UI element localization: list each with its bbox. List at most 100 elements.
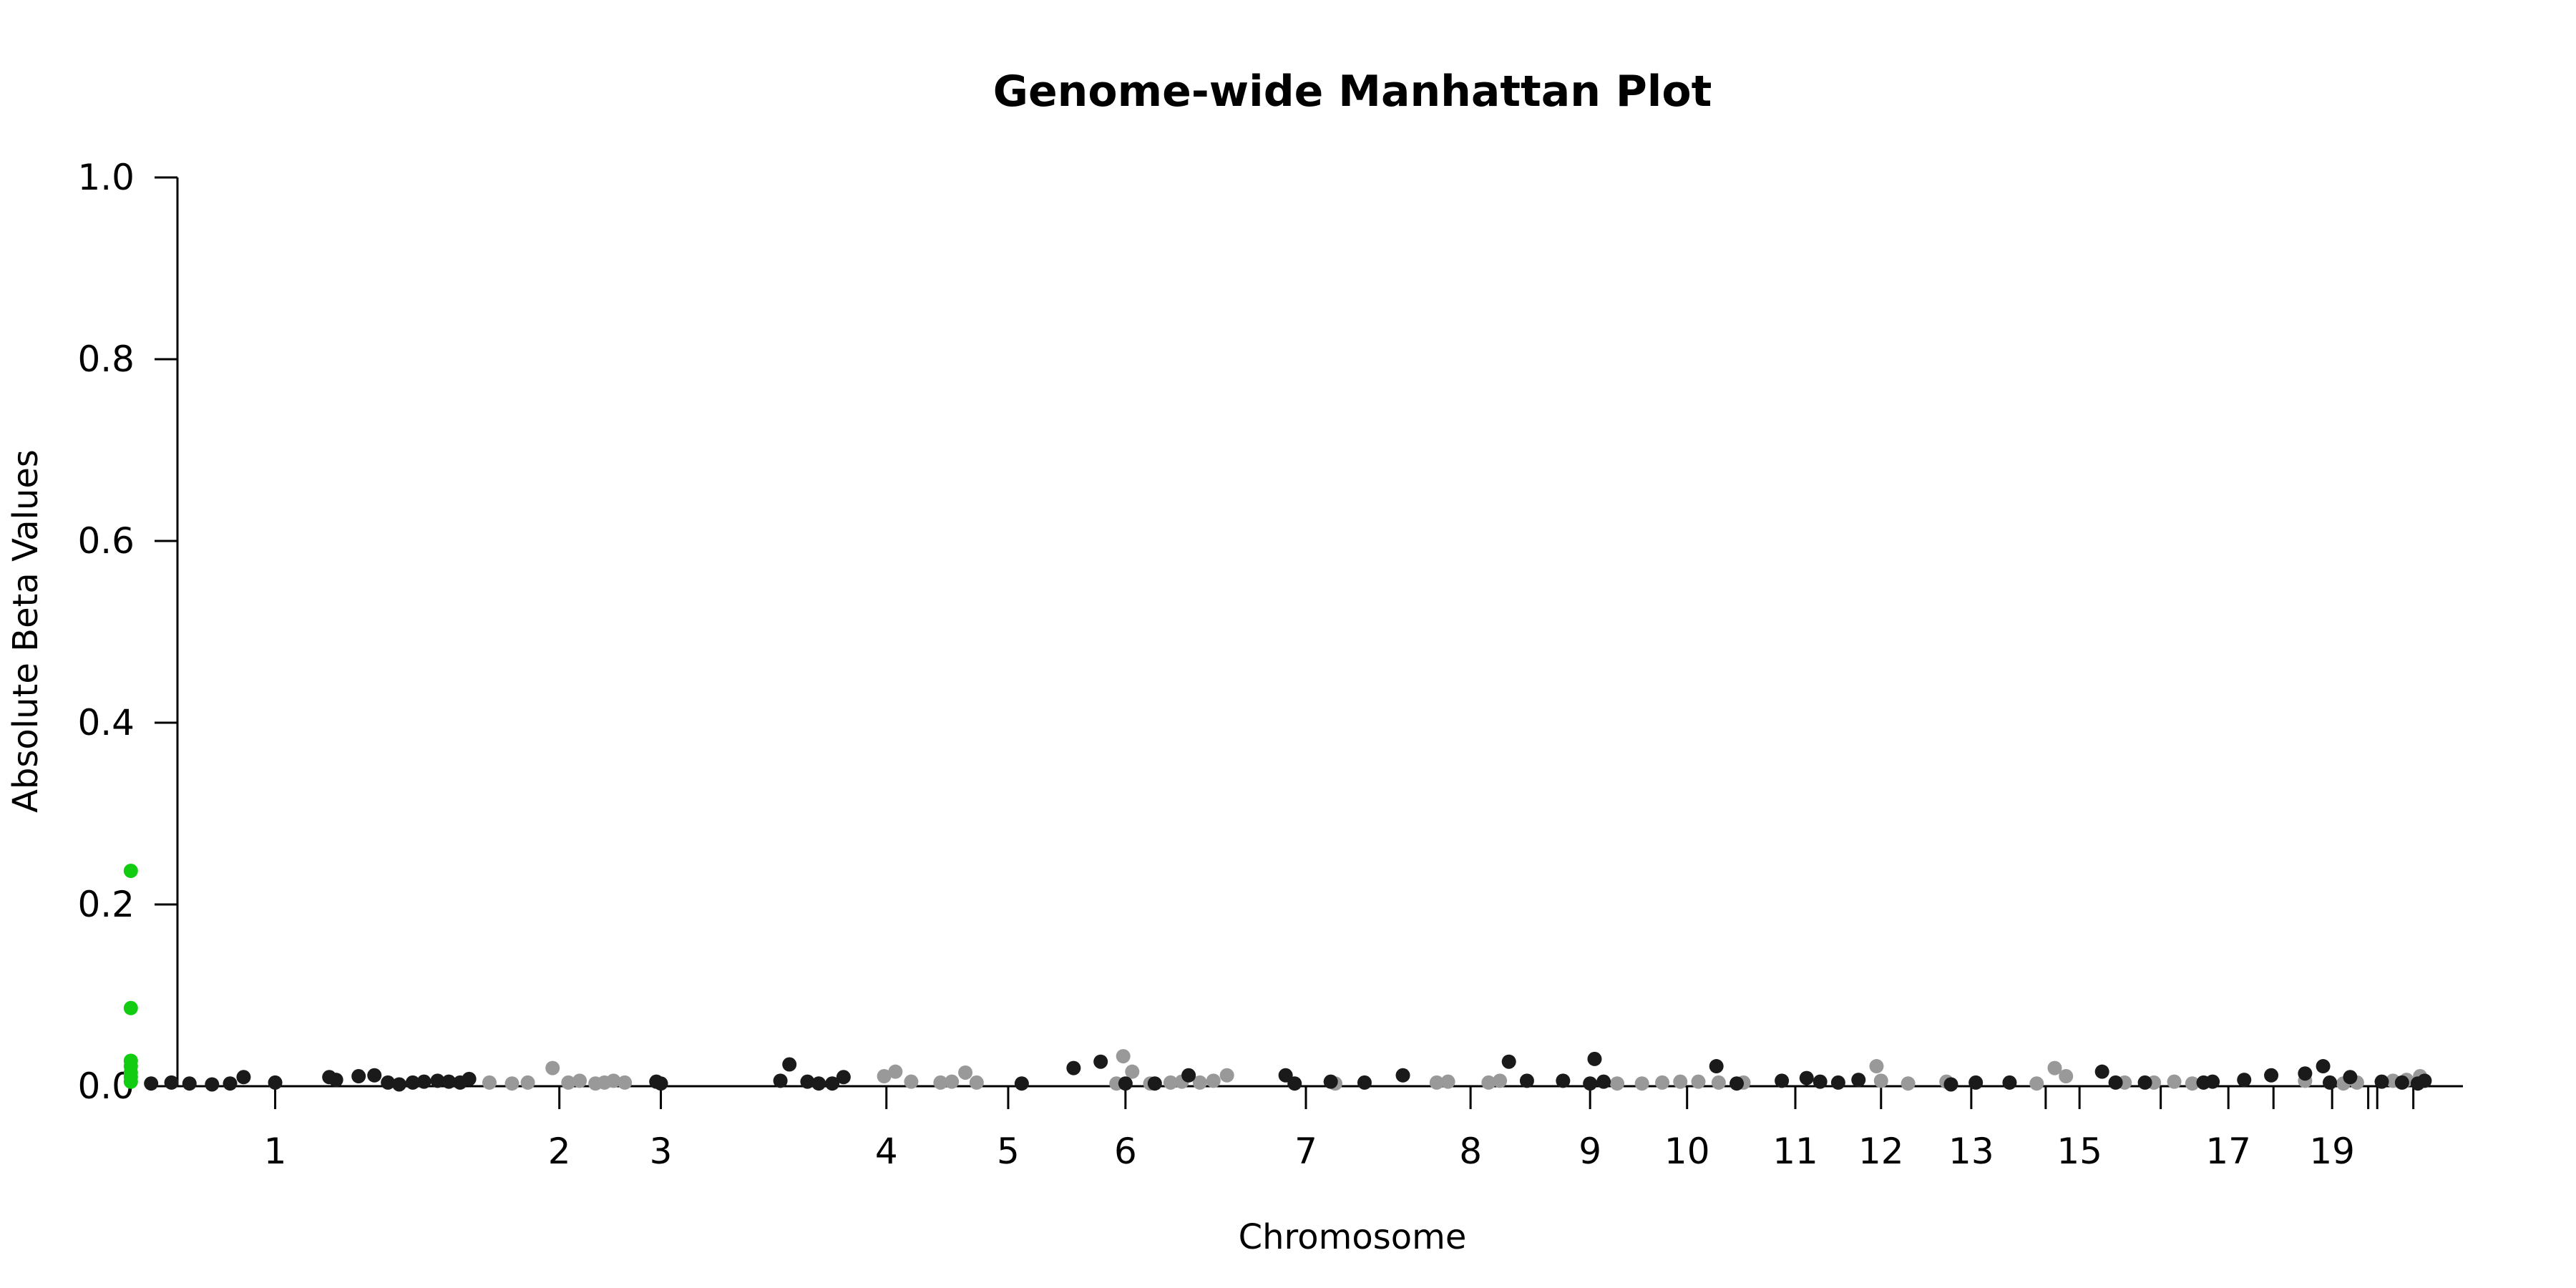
data-point	[1481, 1075, 1496, 1090]
chart-title: Genome-wide Manhattan Plot	[993, 67, 1712, 117]
data-point	[1287, 1076, 1302, 1091]
data-point	[1729, 1076, 1745, 1091]
data-point	[2205, 1074, 2220, 1089]
data-point	[561, 1075, 576, 1090]
data-point	[2029, 1076, 2044, 1091]
data-point	[2394, 1075, 2409, 1090]
data-point	[1066, 1060, 1081, 1075]
data-point	[1655, 1075, 1670, 1090]
data-point	[441, 1074, 457, 1089]
data-point	[958, 1065, 973, 1080]
data-point	[2108, 1075, 2123, 1090]
data-point	[405, 1075, 420, 1090]
data-point	[1147, 1076, 1162, 1091]
data-point	[367, 1068, 382, 1083]
x-tick-label: 3	[650, 1131, 673, 1172]
data-point	[782, 1057, 797, 1072]
x-tick-label: 7	[1294, 1131, 1317, 1172]
data-point	[520, 1075, 535, 1090]
data-point	[1901, 1076, 1916, 1091]
data-point	[904, 1074, 919, 1089]
data-point	[144, 1076, 159, 1091]
data-point	[2059, 1069, 2074, 1084]
x-axis-ticks: 1 2 3 4 5 6 7 8 9 10 11 12 13 15 17 19	[264, 1086, 2415, 1172]
data-point	[825, 1076, 840, 1091]
data-point	[653, 1076, 668, 1091]
data-point	[1583, 1076, 1598, 1091]
data-point	[877, 1069, 892, 1084]
data-point	[1163, 1075, 1178, 1090]
data-point	[888, 1064, 903, 1079]
data-point	[2002, 1075, 2017, 1090]
data-point	[1206, 1073, 1221, 1088]
data-point	[606, 1073, 621, 1088]
data-point	[1869, 1059, 1884, 1074]
data-point	[2323, 1075, 2338, 1090]
data-point	[1501, 1054, 1516, 1069]
x-tick-label: 10	[1664, 1131, 1710, 1172]
data-point	[2316, 1059, 2331, 1074]
x-tick-label: 19	[2309, 1131, 2355, 1172]
data-point	[1014, 1076, 1029, 1091]
data-point	[773, 1073, 788, 1088]
data-point	[381, 1075, 396, 1090]
data-point	[800, 1074, 815, 1089]
data-point	[236, 1070, 251, 1085]
data-point	[223, 1076, 238, 1091]
data-point	[969, 1075, 984, 1090]
data-point	[1596, 1074, 1611, 1089]
x-tick-label: 6	[1114, 1131, 1137, 1172]
data-point	[391, 1077, 406, 1092]
data-point	[572, 1073, 587, 1088]
data-point	[2298, 1066, 2313, 1081]
data-point	[2185, 1076, 2200, 1091]
x-tick-label: 2	[548, 1131, 571, 1172]
data-point	[462, 1071, 477, 1086]
x-tick-label: 15	[2057, 1131, 2102, 1172]
data-point	[164, 1075, 179, 1090]
data-points	[123, 864, 2432, 1092]
y-tick-label: 0.2	[77, 884, 135, 925]
data-point	[205, 1077, 220, 1092]
data-point	[2137, 1075, 2152, 1090]
data-point	[933, 1075, 948, 1090]
data-point	[328, 1073, 343, 1088]
data-point	[482, 1075, 497, 1090]
data-point	[1968, 1075, 1984, 1090]
x-tick-label: 17	[2205, 1131, 2251, 1172]
data-point	[1125, 1064, 1140, 1079]
x-tick-label: 13	[1948, 1131, 1994, 1172]
data-point	[1673, 1074, 1688, 1089]
data-point	[1181, 1068, 1196, 1083]
x-axis-label: Chromosome	[1239, 1217, 1467, 1257]
data-point	[1395, 1068, 1410, 1083]
data-point	[1116, 1049, 1131, 1064]
x-tick-label: 12	[1858, 1131, 1904, 1172]
y-tick-label: 1.0	[77, 157, 135, 198]
data-point	[1873, 1073, 1888, 1088]
data-point	[1493, 1073, 1508, 1088]
data-point	[1440, 1074, 1455, 1089]
data-point	[123, 1074, 138, 1089]
data-point	[1634, 1076, 1649, 1091]
y-axis-ticks: 0.00.20.40.60.81.0	[77, 157, 177, 1107]
y-tick-label: 0.4	[77, 702, 135, 743]
data-point	[2167, 1074, 2182, 1089]
data-point	[1610, 1076, 1624, 1091]
data-point	[1118, 1076, 1133, 1091]
data-point	[2237, 1073, 2252, 1088]
data-point	[2094, 1064, 2109, 1079]
data-point	[1219, 1068, 1234, 1083]
y-axis-label: Absolute Beta Values	[6, 449, 46, 813]
data-point	[1830, 1075, 1845, 1090]
x-tick-label: 11	[1772, 1131, 1818, 1172]
data-point	[1519, 1073, 1534, 1088]
data-point	[1775, 1073, 1790, 1088]
data-point	[123, 864, 138, 879]
data-point	[1192, 1075, 1207, 1090]
data-point	[2047, 1060, 2062, 1075]
data-point	[1799, 1070, 1814, 1085]
x-tick-label: 1	[264, 1131, 287, 1172]
data-point	[416, 1074, 431, 1089]
